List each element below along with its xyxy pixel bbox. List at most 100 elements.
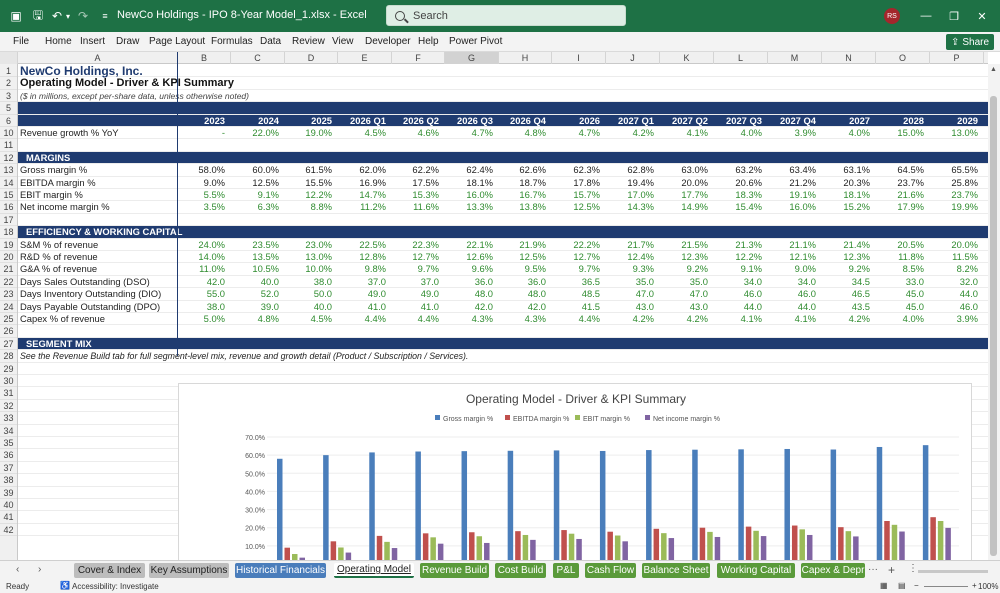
column-header-I[interactable]: I: [552, 52, 606, 64]
value-cell[interactable]: 9.7%: [578, 263, 600, 275]
tab-operating-model[interactable]: Operating Model: [334, 563, 414, 578]
value-cell[interactable]: 34.0: [743, 275, 762, 287]
value-cell[interactable]: 21.5%: [681, 238, 708, 250]
value-cell[interactable]: 4.4%: [364, 313, 386, 324]
value-cell[interactable]: 58.0%: [198, 164, 225, 176]
column-header-N[interactable]: N: [822, 52, 876, 64]
value-cell[interactable]: 18.1%: [843, 189, 870, 200]
value-cell[interactable]: 43.0: [635, 300, 654, 312]
value-cell[interactable]: 4.3%: [471, 313, 493, 324]
row-header-30[interactable]: 30: [0, 375, 17, 388]
row-label[interactable]: Revenue growth % YoY: [20, 127, 119, 138]
value-cell[interactable]: 39.0: [260, 300, 279, 312]
value-cell[interactable]: 4.7%: [471, 127, 493, 138]
select-all-corner[interactable]: [0, 52, 18, 64]
value-cell[interactable]: 49.0: [420, 288, 439, 300]
period-header[interactable]: 2026: [579, 114, 600, 126]
period-header[interactable]: 2029: [957, 114, 978, 126]
tab-key-assumptions[interactable]: Key Assumptions: [149, 563, 229, 578]
value-cell[interactable]: 46.0: [743, 288, 762, 300]
menu-insert[interactable]: Insert: [80, 36, 106, 47]
tab-working-capital[interactable]: Working Capital: [717, 563, 795, 578]
undo-icon[interactable]: ↶: [51, 9, 63, 23]
row-header-34[interactable]: 34: [0, 425, 17, 437]
value-cell[interactable]: 4.2%: [686, 313, 708, 324]
row-header-15[interactable]: 15: [0, 189, 17, 202]
value-cell[interactable]: 33.0: [905, 275, 924, 287]
value-cell[interactable]: 4.0%: [740, 127, 762, 138]
value-cell[interactable]: 11.2%: [360, 201, 386, 213]
menu-home[interactable]: Home: [45, 36, 72, 47]
menu-review[interactable]: Review: [292, 36, 325, 47]
row-header-12[interactable]: 12: [0, 152, 17, 165]
zoom-out-icon[interactable]: −: [914, 581, 919, 590]
value-cell[interactable]: 15.3%: [412, 189, 439, 200]
row-header-41[interactable]: 41: [0, 511, 17, 524]
value-cell[interactable]: 61.5%: [305, 164, 332, 176]
normal-view-icon[interactable]: ▦: [880, 581, 888, 590]
value-cell[interactable]: 63.2%: [735, 164, 762, 176]
period-header[interactable]: 2027 Q1: [618, 114, 654, 126]
column-header-G[interactable]: G: [445, 52, 499, 64]
value-cell[interactable]: 13.0%: [951, 127, 978, 138]
sheet-subtitle[interactable]: Operating Model - Driver & KPI Summary: [20, 77, 234, 90]
value-cell[interactable]: 60.0%: [252, 164, 279, 176]
value-cell[interactable]: 13.8%: [519, 201, 546, 213]
value-cell[interactable]: 3.9%: [794, 127, 816, 138]
value-cell[interactable]: 5.0%: [203, 313, 225, 324]
menu-view[interactable]: View: [332, 36, 354, 47]
value-cell[interactable]: 44.0: [743, 300, 762, 312]
value-cell[interactable]: 3.9%: [956, 313, 978, 324]
value-cell[interactable]: 49.0: [367, 288, 386, 300]
value-cell[interactable]: 4.0%: [848, 127, 870, 138]
value-cell[interactable]: 22.5%: [359, 238, 386, 250]
value-cell[interactable]: 13.5%: [252, 251, 279, 262]
value-cell[interactable]: 45.0: [905, 288, 924, 300]
column-header-H[interactable]: H: [499, 52, 552, 64]
value-cell[interactable]: 36.0: [474, 275, 493, 287]
period-header[interactable]: 2025: [311, 114, 332, 126]
tab-cost-build[interactable]: Cost Build: [495, 563, 546, 578]
column-header-O[interactable]: O: [876, 52, 930, 64]
row-header-17[interactable]: 17: [0, 214, 17, 227]
tab-historical-financials[interactable]: Historical Financials: [235, 563, 326, 578]
section-header-efficiency[interactable]: EFFICIENCY & WORKING CAPITAL: [26, 226, 183, 238]
value-cell[interactable]: 4.5%: [364, 127, 386, 138]
value-cell[interactable]: 8.2%: [956, 263, 978, 275]
value-cell[interactable]: 11.5%: [952, 251, 978, 262]
value-cell[interactable]: 9.0%: [794, 263, 816, 275]
row-header-42[interactable]: 42: [0, 524, 17, 537]
value-cell[interactable]: 5.5%: [203, 189, 225, 200]
segment-note[interactable]: See the Revenue Build tab for full segme…: [20, 351, 469, 362]
value-cell[interactable]: 9.0%: [203, 176, 225, 188]
value-cell[interactable]: 62.8%: [627, 164, 654, 176]
row-header-14[interactable]: 14: [0, 177, 17, 189]
row-header-36[interactable]: 36: [0, 449, 17, 462]
row-header-13[interactable]: 13: [0, 164, 17, 177]
value-cell[interactable]: 14.7%: [359, 189, 386, 200]
value-cell[interactable]: 21.6%: [897, 189, 924, 200]
value-cell[interactable]: 12.5%: [252, 176, 279, 188]
value-cell[interactable]: 21.7%: [627, 238, 654, 250]
value-cell[interactable]: 63.1%: [843, 164, 870, 176]
value-cell[interactable]: 23.7%: [951, 189, 978, 200]
row-header-24[interactable]: 24: [0, 301, 17, 313]
value-cell[interactable]: 55.0: [206, 288, 225, 300]
row-label[interactable]: S&M % of revenue: [20, 238, 99, 250]
value-cell[interactable]: 36.5: [581, 275, 600, 287]
value-cell[interactable]: 42.0: [206, 275, 225, 287]
value-cell[interactable]: 41.0: [367, 300, 386, 312]
row-header-27[interactable]: 27: [0, 338, 17, 351]
value-cell[interactable]: 19.0%: [305, 127, 332, 138]
value-cell[interactable]: 52.0: [260, 288, 279, 300]
column-header-M[interactable]: M: [768, 52, 822, 64]
value-cell[interactable]: 9.2%: [686, 263, 708, 275]
value-cell[interactable]: 36.0: [527, 275, 546, 287]
minimize-icon[interactable]: —: [920, 10, 932, 22]
value-cell[interactable]: 21.1%: [789, 238, 816, 250]
tab-scroll-right-icon[interactable]: ›: [38, 564, 42, 575]
value-cell[interactable]: 17.5%: [412, 176, 439, 188]
row-header-28[interactable]: 28: [0, 350, 17, 363]
value-cell[interactable]: 62.4%: [466, 164, 493, 176]
value-cell[interactable]: 9.8%: [364, 263, 386, 275]
